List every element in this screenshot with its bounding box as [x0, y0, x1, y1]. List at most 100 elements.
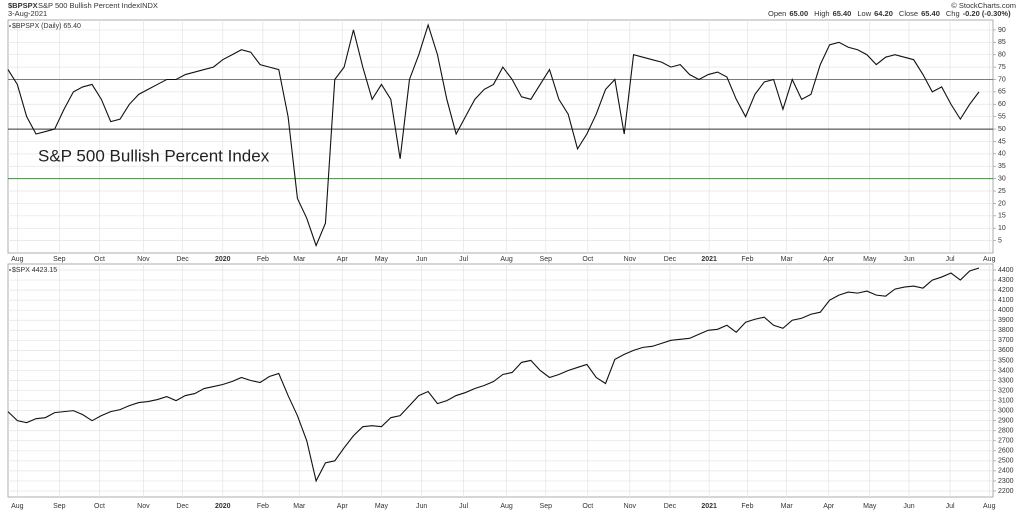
- quote-value: -0.20 (-0.30%): [963, 9, 1011, 18]
- x-tick-label: Jul: [459, 256, 468, 263]
- x-tick-label: Aug: [983, 503, 996, 510]
- x-tick-label: Apr: [823, 256, 835, 263]
- y-tick-label: 80: [998, 52, 1006, 59]
- legend-label: $BPSPX (Daily) 65.40: [12, 23, 81, 30]
- x-tick-label: Jun: [903, 256, 914, 263]
- quote-value: 65.00: [789, 9, 808, 18]
- y-tick-label: 60: [998, 101, 1006, 108]
- x-tick-label: Aug: [500, 503, 513, 510]
- x-tick-label: Feb: [257, 256, 269, 263]
- x-tick-label: Dec: [664, 503, 677, 510]
- quote-value: 64.20: [874, 9, 893, 18]
- y-tick-label: 85: [998, 39, 1006, 46]
- x-tick-label: Jul: [459, 503, 468, 510]
- annotation: S&P 500 Bullish Percent Index: [38, 146, 270, 165]
- x-tick-label: 2021: [701, 256, 717, 263]
- y-tick-label: 65: [998, 89, 1006, 96]
- x-tick-label: Nov: [137, 256, 150, 263]
- y-tick-label: 4100: [998, 297, 1014, 304]
- y-tick-label: 25: [998, 188, 1006, 195]
- y-tick-label: 2700: [998, 438, 1014, 445]
- x-tick-label: Aug: [11, 256, 24, 263]
- x-tick-label: Feb: [257, 503, 269, 510]
- date: 3-Aug-2021: [8, 9, 47, 18]
- y-tick-label: 45: [998, 138, 1006, 145]
- quote-value: 65.40: [833, 9, 852, 18]
- x-tick-label: 2021: [701, 503, 717, 510]
- exchange: INDX: [140, 1, 158, 10]
- x-tick-label: May: [863, 503, 877, 510]
- copyright: © StockCharts.com: [951, 1, 1016, 10]
- y-tick-label: 35: [998, 163, 1006, 170]
- quote-value: 65.40: [921, 9, 940, 18]
- x-tick-label: Dec: [664, 256, 677, 263]
- quote-label: Close: [899, 9, 918, 18]
- x-tick-label: Dec: [176, 256, 189, 263]
- x-tick-label: Oct: [582, 503, 593, 510]
- data-line: [7, 23, 980, 248]
- y-tick-label: 3900: [998, 317, 1014, 324]
- index-name: S&P 500 Bullish Percent Index: [38, 1, 140, 10]
- y-tick-label: 4300: [998, 277, 1014, 284]
- y-tick-label: 3700: [998, 337, 1014, 344]
- quote-label: Open: [768, 9, 786, 18]
- x-tick-label: Mar: [293, 256, 306, 263]
- x-tick-label: Jul: [946, 503, 955, 510]
- x-tick-label: Aug: [11, 503, 24, 510]
- x-tick-label: Feb: [741, 503, 753, 510]
- x-tick-label: Mar: [781, 503, 794, 510]
- y-tick-label: 2400: [998, 468, 1014, 475]
- x-tick-label: Oct: [582, 256, 593, 263]
- x-tick-label: 2020: [215, 503, 231, 510]
- y-tick-label: 90: [998, 27, 1006, 34]
- y-tick-label: 3500: [998, 357, 1014, 364]
- y-tick-label: 10: [998, 225, 1006, 232]
- y-tick-label: 70: [998, 76, 1006, 83]
- y-tick-label: 3400: [998, 367, 1014, 374]
- y-tick-label: 3100: [998, 397, 1014, 404]
- quote-label: Chg: [946, 9, 960, 18]
- y-tick-label: 2200: [998, 488, 1014, 495]
- y-tick-label: 4400: [998, 267, 1014, 274]
- x-tick-label: Nov: [624, 256, 637, 263]
- y-tick-label: 4000: [998, 307, 1014, 314]
- x-tick-label: Jun: [903, 503, 914, 510]
- y-tick-label: 40: [998, 151, 1006, 158]
- y-tick-label: 75: [998, 64, 1006, 71]
- y-tick-label: 5: [998, 237, 1002, 244]
- x-tick-label: Jul: [946, 256, 955, 263]
- x-tick-label: Aug: [500, 256, 513, 263]
- y-tick-label: 30: [998, 175, 1006, 182]
- x-tick-label: Apr: [823, 503, 835, 510]
- x-tick-label: Dec: [176, 503, 189, 510]
- quote-label: Low: [857, 9, 871, 18]
- y-tick-label: 15: [998, 213, 1006, 220]
- y-tick-label: 55: [998, 114, 1006, 121]
- y-tick-label: 3600: [998, 347, 1014, 354]
- x-tick-label: Oct: [94, 503, 105, 510]
- x-tick-label: Aug: [983, 256, 996, 263]
- quote-label: High: [814, 9, 829, 18]
- y-tick-label: 3000: [998, 407, 1014, 414]
- x-tick-label: Nov: [137, 503, 150, 510]
- y-tick-label: 2300: [998, 478, 1014, 485]
- x-tick-label: Feb: [741, 256, 753, 263]
- y-tick-label: 3300: [998, 377, 1014, 384]
- x-tick-label: Sep: [540, 256, 553, 263]
- y-tick-label: 2600: [998, 448, 1014, 455]
- x-tick-label: 2020: [215, 256, 231, 263]
- x-tick-label: Apr: [337, 503, 349, 510]
- x-tick-label: Jun: [416, 503, 427, 510]
- x-tick-label: Sep: [53, 256, 66, 263]
- x-tick-label: May: [375, 503, 389, 510]
- x-tick-label: Sep: [540, 503, 553, 510]
- x-tick-label: Jun: [416, 256, 427, 263]
- x-tick-label: Apr: [337, 256, 349, 263]
- x-tick-label: May: [375, 256, 389, 263]
- quote: Open 65.00 High 65.40 Low 64.20 Close 65.40 Chg -…: [768, 9, 1011, 18]
- x-tick-label: Mar: [293, 503, 306, 510]
- x-tick-label: Nov: [624, 503, 637, 510]
- legend-label: $SPX 4423.15: [12, 267, 57, 274]
- x-tick-label: Sep: [53, 503, 66, 510]
